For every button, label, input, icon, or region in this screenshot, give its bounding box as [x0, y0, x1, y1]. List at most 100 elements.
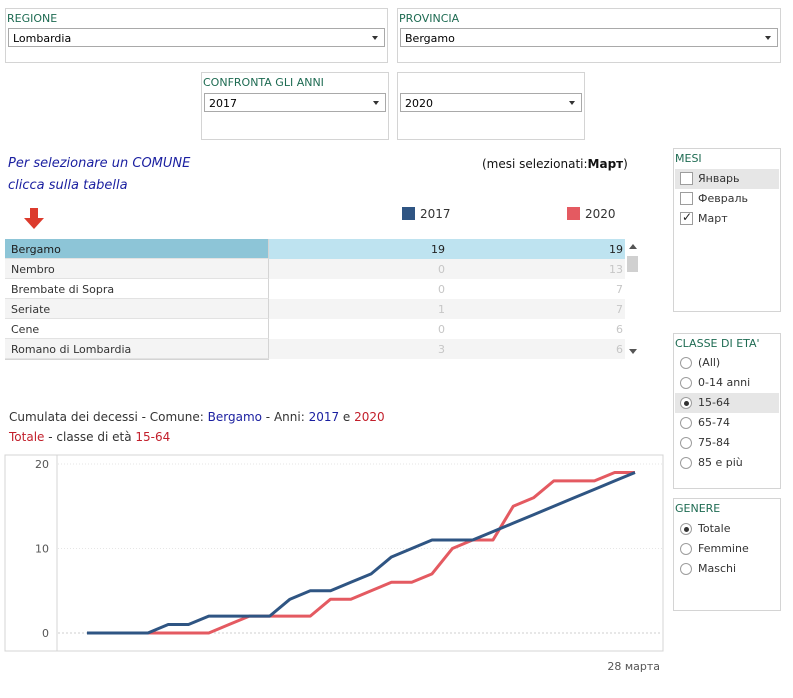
regione-dropdown[interactable]: Lombardia: [8, 28, 385, 47]
radio-selected-icon[interactable]: [680, 397, 692, 409]
checkbox-checked-icon[interactable]: ✓: [680, 210, 693, 225]
value-2017: 0: [269, 259, 447, 279]
y-tick-label: 10: [35, 543, 49, 556]
arrow-down-icon: [24, 208, 44, 229]
chart-title-age-prefix: - classe di età: [44, 430, 136, 444]
chart-title-year1: 2017: [308, 410, 340, 424]
y-tick-label: 20: [35, 458, 49, 471]
year1-dropdown[interactable]: 2017: [204, 93, 386, 112]
age-option-65-74[interactable]: 65-74: [675, 413, 779, 433]
provincia-label: PROVINCIA: [399, 12, 460, 25]
comune-name: Cene: [5, 319, 269, 339]
scroll-thumb[interactable]: [627, 256, 638, 272]
month-label: Февраль: [698, 192, 748, 205]
genere-title: GENERE: [675, 502, 721, 515]
regione-label: REGIONE: [7, 12, 58, 25]
radio-icon[interactable]: [680, 543, 692, 555]
value-2020: 6: [616, 323, 623, 336]
gender-option-femmine[interactable]: Femmine: [675, 539, 779, 559]
y-tick-label: 0: [42, 627, 49, 640]
age-label: 0-14 anni: [698, 376, 751, 389]
provincia-dropdown[interactable]: Bergamo: [400, 28, 778, 47]
radio-icon[interactable]: [680, 437, 692, 449]
instruction-line-2: clicca sulla tabella: [8, 178, 128, 193]
value-2017: 0: [438, 283, 445, 296]
mesi-filter: MESI Январь Февраль ✓ Март: [673, 148, 781, 312]
comune-name: Seriate: [5, 299, 269, 319]
gender-label: Totale: [698, 522, 731, 535]
table-row[interactable]: Cene 0 6: [5, 319, 625, 339]
check-icon: ✓: [682, 210, 693, 224]
month-label: Январь: [698, 172, 740, 185]
provincia-value: Bergamo: [405, 32, 455, 45]
comune-name: Bergamo: [5, 239, 269, 259]
month-option-march[interactable]: ✓ Март: [675, 209, 779, 229]
legend-swatch-2017: [402, 207, 415, 220]
scroll-up-icon[interactable]: [629, 244, 637, 249]
radio-icon[interactable]: [680, 457, 692, 469]
age-label: (All): [698, 356, 721, 369]
regione-value: Lombardia: [13, 32, 72, 45]
chart-title-year2: 2020: [354, 410, 385, 424]
genere-filter: GENERE Totale Femmine Maschi: [673, 498, 781, 611]
cumulative-deaths-chart: 0 10 20 28 марта: [4, 454, 664, 673]
age-option-15-64[interactable]: 15-64: [675, 393, 779, 413]
value-2017: 0: [438, 323, 445, 336]
value-2020: 7: [616, 283, 623, 296]
months-selected-suffix: ): [623, 157, 628, 171]
gender-option-totale[interactable]: Totale: [675, 519, 779, 539]
year2-value: 2020: [405, 97, 433, 110]
table-row[interactable]: Brembate di Sopra 0 7: [5, 279, 625, 299]
radio-dot: [683, 400, 689, 406]
classe-eta-filter: CLASSE DI ETA' (All) 0-14 anni 15-64 65-…: [673, 333, 781, 489]
legend-label-2017: 2017: [420, 207, 451, 221]
year2-dropdown[interactable]: 2020: [400, 93, 582, 112]
months-selected-value: Март: [587, 157, 624, 171]
age-option-all[interactable]: (All): [675, 353, 779, 373]
value-2017: 19: [269, 239, 447, 259]
chart-title-line-2: Totale - classe di età 15-64: [9, 430, 170, 444]
month-label: Март: [698, 212, 728, 225]
provincia-filter: PROVINCIA Bergamo: [397, 8, 781, 63]
value-2020: 7: [447, 299, 625, 319]
radio-icon[interactable]: [680, 357, 692, 369]
chevron-down-icon: [373, 101, 379, 105]
anni-filter-1: CONFRONTA GLI ANNI 2017: [201, 72, 389, 140]
comune-name: Nembro: [5, 259, 269, 279]
month-option-january[interactable]: Январь: [675, 169, 779, 189]
chart-title-mid: - Anni:: [261, 410, 309, 424]
months-selected: (mesi selezionati:Март): [482, 157, 628, 171]
age-label: 65-74: [698, 416, 730, 429]
radio-selected-icon[interactable]: [680, 523, 692, 535]
gender-option-maschi[interactable]: Maschi: [675, 559, 779, 579]
value-2017: 3: [269, 339, 447, 359]
checkbox-icon[interactable]: [680, 172, 693, 185]
age-option-85-plus[interactable]: 85 e più: [675, 453, 779, 473]
checkbox-icon[interactable]: [680, 192, 693, 205]
value-2020: 6: [447, 339, 625, 359]
table-row[interactable]: Nembro 0 13: [5, 259, 625, 279]
radio-icon[interactable]: [680, 377, 692, 389]
age-option-0-14[interactable]: 0-14 anni: [675, 373, 779, 393]
chevron-down-icon: [372, 36, 378, 40]
chart-title-line-1: Cumulata dei decessi - Comune: Bergamo -…: [9, 410, 385, 424]
legend-label-2020: 2020: [585, 207, 616, 221]
anni-label: CONFRONTA GLI ANNI: [203, 76, 324, 89]
x-tick-label: 28 марта: [607, 660, 660, 673]
month-option-february[interactable]: Февраль: [675, 189, 779, 209]
radio-dot: [683, 526, 689, 532]
series-line-2017: [87, 471, 636, 635]
chart-frame: [4, 454, 664, 652]
comune-name: Romano di Lombardia: [5, 339, 269, 359]
radio-icon[interactable]: [680, 563, 692, 575]
table-row[interactable]: Seriate 1 7: [5, 299, 625, 319]
radio-icon[interactable]: [680, 417, 692, 429]
comune-name: Brembate di Sopra: [5, 279, 269, 299]
table-scrollbar[interactable]: [625, 239, 640, 359]
gender-label: Maschi: [698, 562, 737, 575]
table-row[interactable]: Bergamo 19 19: [5, 239, 625, 259]
table-row[interactable]: Romano di Lombardia 3 6: [5, 339, 625, 359]
scroll-down-icon[interactable]: [629, 349, 637, 354]
value-2020: 13: [447, 259, 625, 279]
age-option-75-84[interactable]: 75-84: [675, 433, 779, 453]
